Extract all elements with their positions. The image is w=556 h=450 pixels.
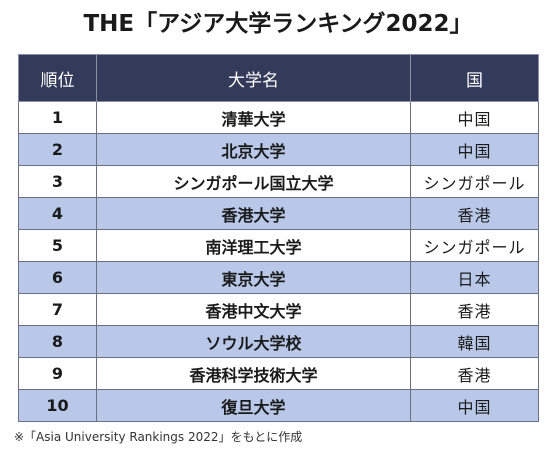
- table-row: 2 北京大学 中国: [18, 133, 539, 166]
- university-name-cell: 復旦大学: [96, 389, 411, 422]
- country-cell: 香港: [410, 197, 539, 230]
- rank-cell: 5: [18, 229, 97, 262]
- table-row: 1 清華大学 中国: [18, 101, 539, 134]
- country-cell: 韓国: [410, 325, 539, 358]
- rank-cell: 7: [18, 293, 97, 326]
- country-cell: 中国: [410, 133, 539, 166]
- source-note: ※「Asia University Rankings 2022」をもとに作成: [14, 430, 303, 444]
- header-university-name: 大学名: [96, 54, 411, 102]
- table-row: 8 ソウル大学校 韓国: [18, 325, 539, 358]
- page-title: THE「アジア大学ランキング2022」: [83, 11, 473, 37]
- university-name-cell: 香港大学: [96, 197, 411, 230]
- table-row: 10 復旦大学 中国: [18, 389, 539, 422]
- university-name-cell: 南洋理工大学: [96, 229, 411, 262]
- country-cell: 香港: [410, 357, 539, 390]
- table-row: 9 香港科学技術大学 香港: [18, 357, 539, 390]
- rank-cell: 9: [18, 357, 97, 390]
- country-cell: 日本: [410, 261, 539, 294]
- ranking-table: 順位 大学名 国 1 清華大学 中国 2 北京大学 中国 3 シンガポール国立大…: [18, 54, 539, 422]
- rank-cell: 2: [18, 133, 97, 166]
- country-cell: シンガポール: [410, 229, 539, 262]
- rank-cell: 6: [18, 261, 97, 294]
- table-row: 4 香港大学 香港: [18, 197, 539, 230]
- university-name-cell: 清華大学: [96, 101, 411, 134]
- table-row: 6 東京大学 日本: [18, 261, 539, 294]
- table-row: 5 南洋理工大学 シンガポール: [18, 229, 539, 262]
- country-cell: 中国: [410, 389, 539, 422]
- country-cell: 中国: [410, 101, 539, 134]
- rank-cell: 1: [18, 101, 97, 134]
- country-cell: 香港: [410, 293, 539, 326]
- university-name-cell: 香港科学技術大学: [96, 357, 411, 390]
- rank-cell: 4: [18, 197, 97, 230]
- table-header-row: 順位 大学名 国: [18, 54, 539, 102]
- table-row: 3 シンガポール国立大学 シンガポール: [18, 165, 539, 198]
- university-name-cell: シンガポール国立大学: [96, 165, 411, 198]
- rank-cell: 10: [18, 389, 97, 422]
- rank-cell: 8: [18, 325, 97, 358]
- university-name-cell: 東京大学: [96, 261, 411, 294]
- header-country: 国: [410, 54, 539, 102]
- university-name-cell: ソウル大学校: [96, 325, 411, 358]
- rank-cell: 3: [18, 165, 97, 198]
- university-name-cell: 香港中文大学: [96, 293, 411, 326]
- country-cell: シンガポール: [410, 165, 539, 198]
- table-row: 7 香港中文大学 香港: [18, 293, 539, 326]
- header-rank: 順位: [18, 54, 97, 102]
- university-name-cell: 北京大学: [96, 133, 411, 166]
